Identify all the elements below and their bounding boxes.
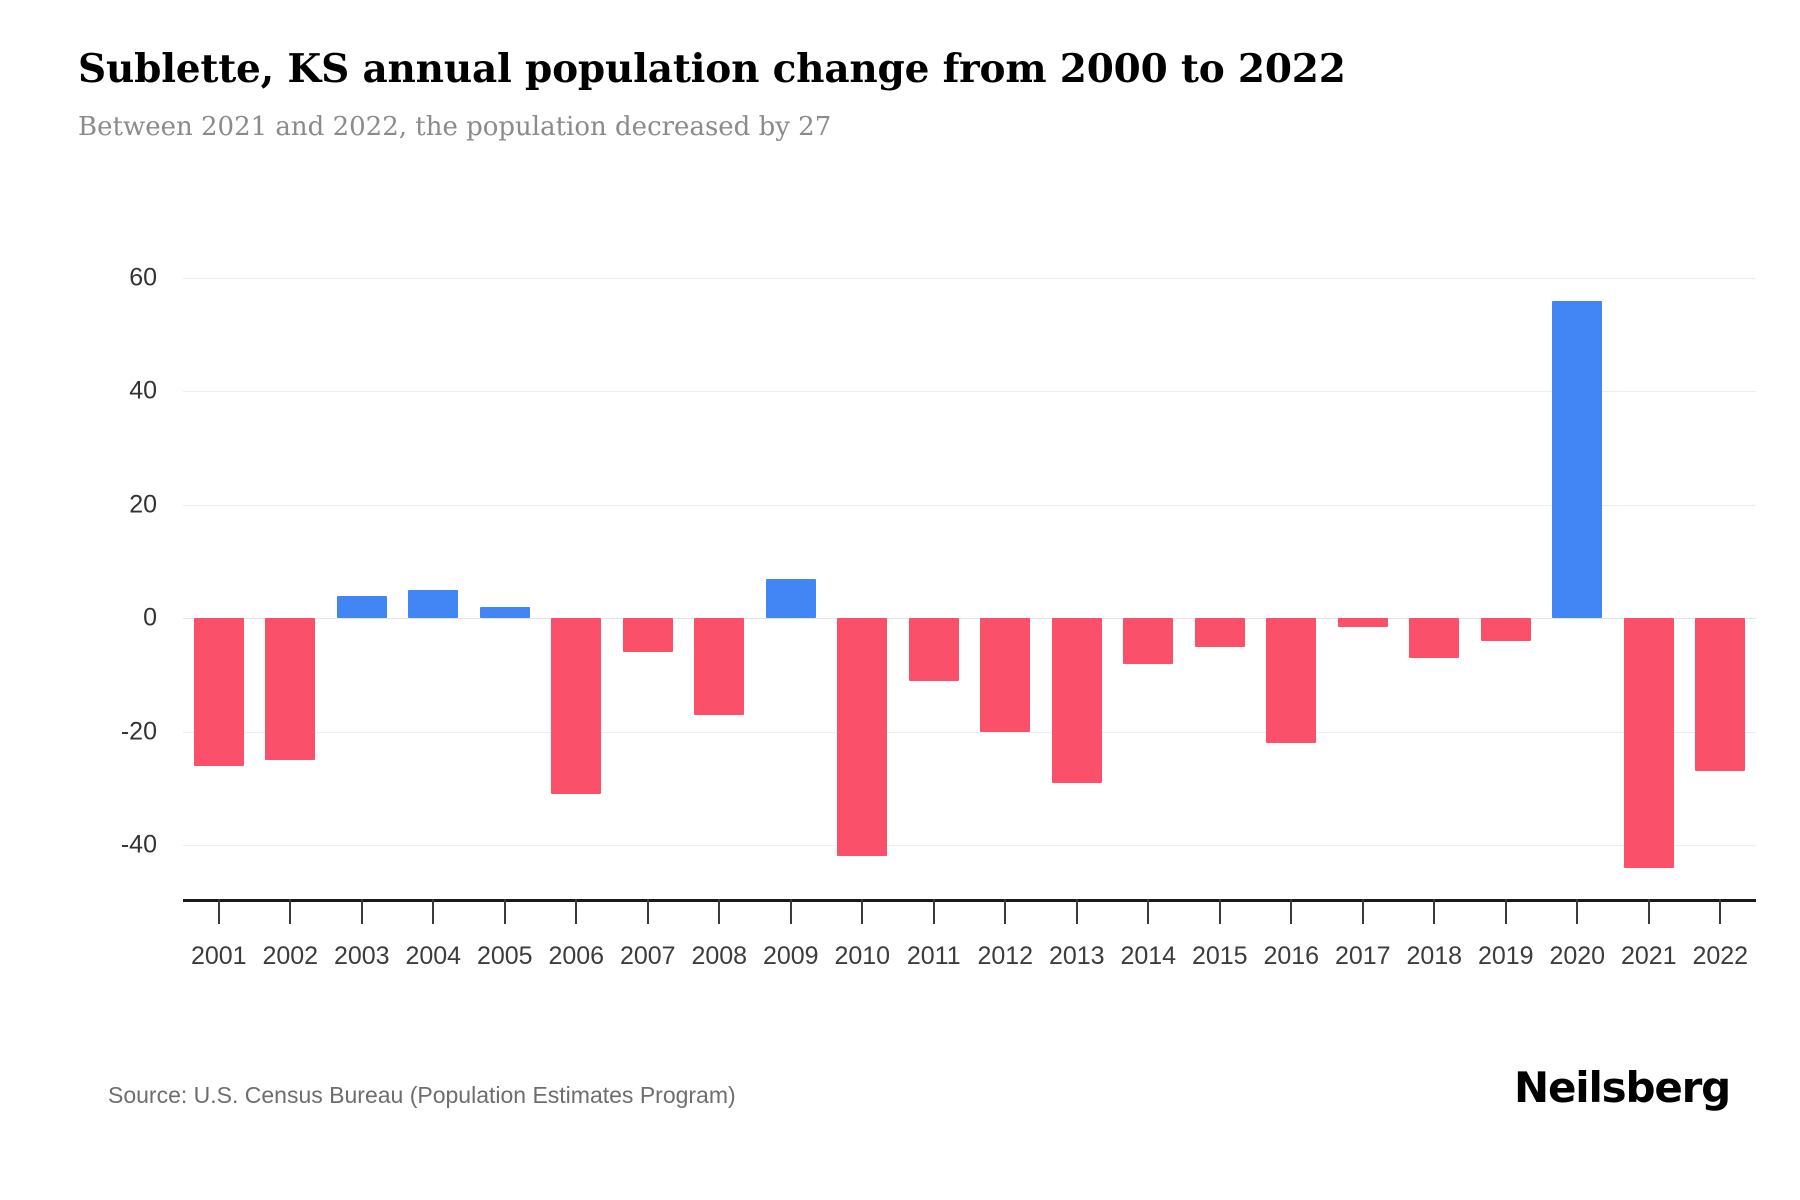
x-axis-tick: [1719, 899, 1722, 924]
x-axis-tick-label: 2018: [1406, 942, 1463, 970]
x-axis-tick-label: 2016: [1263, 942, 1320, 970]
x-axis-tick-label: 2017: [1334, 942, 1391, 970]
bar-2016[interactable]: [1266, 618, 1317, 743]
zero-line: [183, 618, 1756, 620]
x-axis-tick: [1504, 899, 1507, 924]
x-axis-line: [183, 899, 1756, 902]
bar-2008[interactable]: [694, 618, 745, 715]
x-axis-tick-label: 2019: [1477, 942, 1534, 970]
gridline: [183, 391, 1756, 393]
x-axis-tick-label: 2010: [834, 942, 891, 970]
x-axis-tick-label: 2011: [906, 942, 961, 970]
bar-2018[interactable]: [1409, 618, 1460, 658]
x-axis-tick: [1147, 899, 1150, 924]
x-axis-tick-label: 2022: [1692, 942, 1749, 970]
x-axis-tick-label: 2003: [333, 942, 390, 970]
y-axis-tick-label: 0: [143, 603, 157, 632]
x-axis-tick: [718, 899, 721, 924]
bar-2007[interactable]: [622, 618, 673, 653]
bar-2002[interactable]: [265, 618, 316, 760]
x-axis-tick: [432, 899, 435, 924]
chart-subtitle: Between 2021 and 2022, the population de…: [78, 111, 832, 142]
x-axis-tick: [1361, 899, 1364, 924]
bar-2015[interactable]: [1194, 618, 1245, 647]
gridline: [183, 845, 1756, 846]
bar-2022[interactable]: [1695, 618, 1746, 772]
x-axis-tick-label: 2004: [405, 942, 462, 970]
bar-2017[interactable]: [1337, 618, 1388, 627]
brand-logo: Neilsberg: [1514, 1063, 1731, 1112]
bar-series: [183, 278, 1756, 868]
bar-2013[interactable]: [1051, 618, 1102, 783]
x-axis-tick: [932, 899, 935, 924]
page-title: Sublette, KS annual population change fr…: [78, 46, 1346, 92]
x-axis-tick: [289, 899, 292, 924]
bar-2011[interactable]: [908, 618, 959, 681]
y-axis-tick-label: 20: [129, 490, 157, 519]
x-axis-tick-label: 2005: [476, 942, 533, 970]
x-axis-tick-label: 2015: [1191, 942, 1248, 970]
y-axis-tick-label: 40: [129, 376, 157, 405]
bar-2005[interactable]: [479, 606, 530, 619]
x-axis-tick-label: 2006: [548, 942, 605, 970]
x-axis-tick-label: 2020: [1549, 942, 1606, 970]
x-axis-tick-label: 2009: [762, 942, 819, 970]
bar-2020[interactable]: [1552, 300, 1603, 619]
x-axis-tick: [1218, 899, 1221, 924]
x-axis-tick: [575, 899, 578, 924]
x-axis-tick-label: 2008: [691, 942, 748, 970]
x-axis-tick-label: 2013: [1048, 942, 1105, 970]
source-note: Source: U.S. Census Bureau (Population E…: [108, 1082, 736, 1108]
x-axis-tick-label: 2001: [190, 942, 247, 970]
bar-2001[interactable]: [193, 618, 244, 766]
x-axis-tick: [1576, 899, 1579, 924]
x-axis-tick-label: 2014: [1120, 942, 1177, 970]
bar-2014[interactable]: [1123, 618, 1174, 664]
gridline: [183, 278, 1756, 279]
gridline: [183, 731, 1756, 733]
bar-2012[interactable]: [980, 618, 1031, 732]
chart-header: Sublette, KS annual population change fr…: [78, 48, 1740, 143]
x-axis-tick: [1433, 899, 1436, 924]
bar-2021[interactable]: [1623, 618, 1674, 868]
x-axis-tick: [1290, 899, 1293, 924]
bar-2004[interactable]: [408, 589, 459, 619]
gridline: [183, 504, 1756, 506]
x-axis-tick: [503, 899, 506, 924]
x-axis-tick: [1647, 899, 1650, 924]
plot-inner: [183, 278, 1756, 868]
bar-2006[interactable]: [551, 618, 602, 794]
x-axis-tick-label: 2002: [262, 942, 319, 970]
y-axis-tick-label: -20: [120, 717, 157, 746]
bar-2010[interactable]: [837, 618, 888, 857]
x-axis-tick-label: 2007: [619, 942, 676, 970]
x-axis-tick: [789, 899, 792, 924]
y-axis-tick-label: 60: [129, 263, 157, 292]
bar-2009[interactable]: [765, 578, 816, 619]
x-axis-tick: [646, 899, 649, 924]
bar-2003[interactable]: [336, 595, 387, 619]
x-axis-tick-label: 2021: [1620, 942, 1677, 970]
bar-2019[interactable]: [1480, 618, 1531, 641]
x-axis-tick: [861, 899, 864, 924]
x-axis-tick: [1004, 899, 1007, 924]
x-axis-tick-label: 2012: [977, 942, 1034, 970]
y-axis-tick-label: -40: [120, 830, 157, 859]
x-axis-tick: [360, 899, 363, 924]
x-axis-tick: [217, 899, 220, 924]
x-axis-tick: [1075, 899, 1078, 924]
